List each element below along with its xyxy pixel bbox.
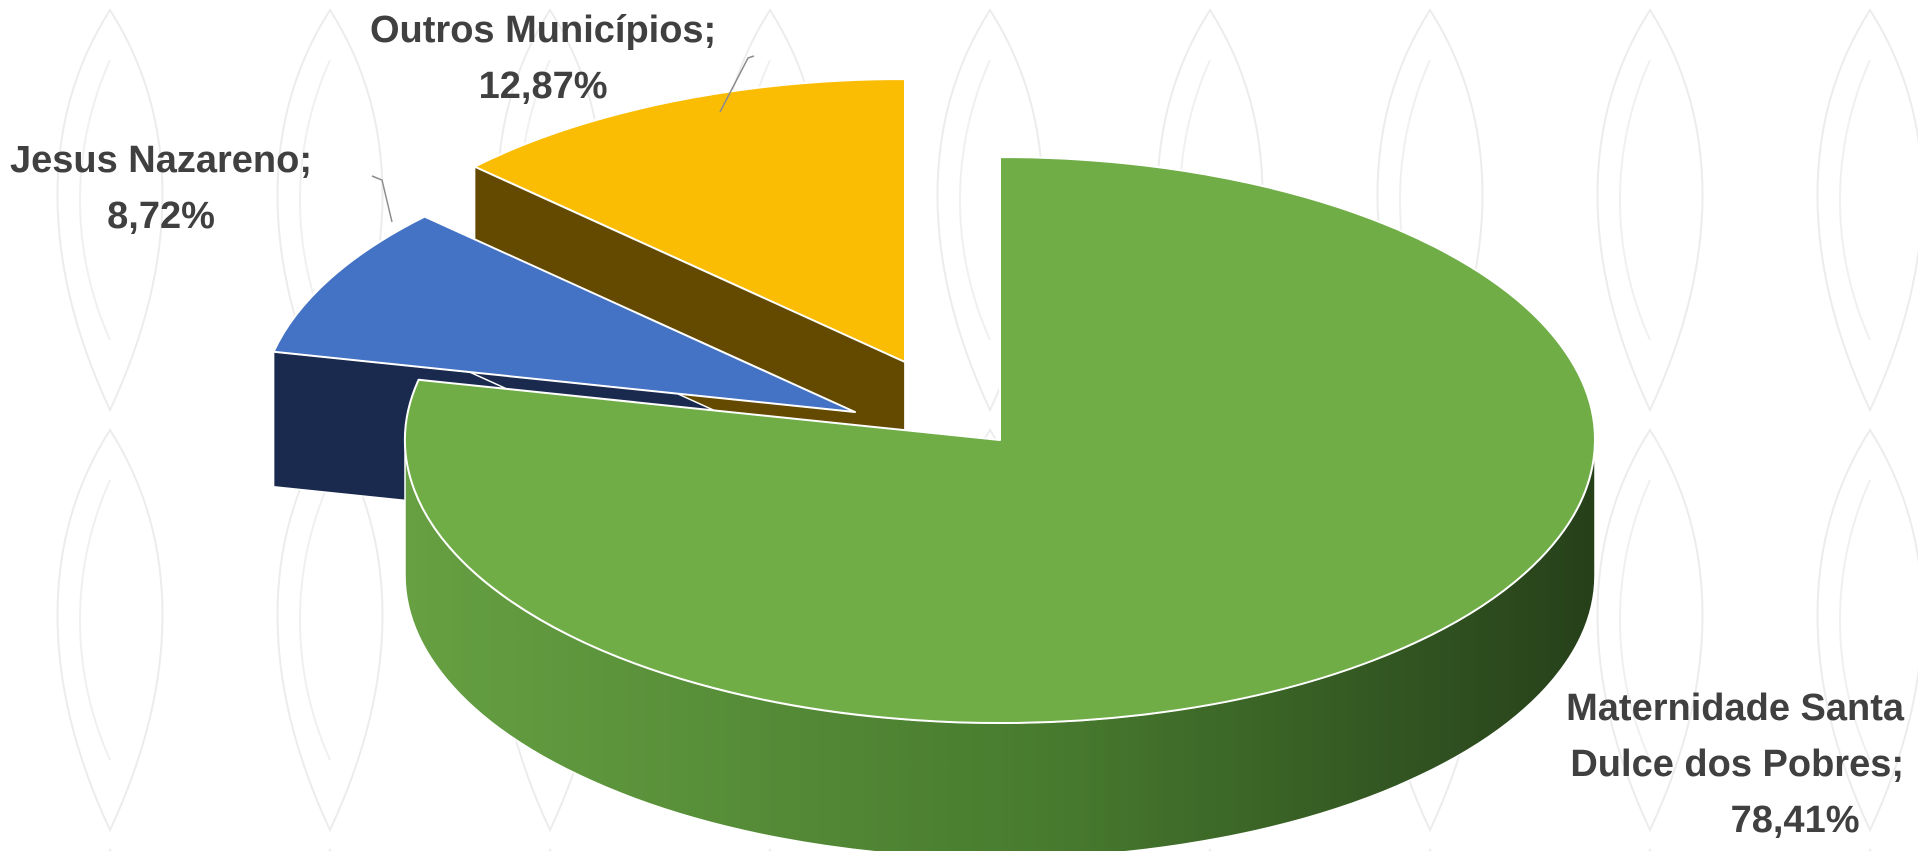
pie-tops bbox=[272, 78, 1596, 724]
slice-outros-municipios bbox=[473, 78, 906, 363]
slice-maternidade bbox=[404, 156, 1596, 724]
leader-outros-municipios bbox=[719, 55, 755, 113]
leader-lines bbox=[371, 55, 755, 223]
leader-jesus-nazareno bbox=[371, 175, 393, 223]
slice-label-maternidade: Maternidade Santa Dulce dos Pobres; 78,4… bbox=[1566, 687, 1904, 841]
slice-label-jesus-nazareno: Jesus Nazareno; 8,72% bbox=[10, 139, 313, 237]
slice-jesus-nazareno bbox=[272, 215, 856, 413]
slice-label-outros-municipios: Outros Municípios; 12,87% bbox=[370, 9, 717, 107]
